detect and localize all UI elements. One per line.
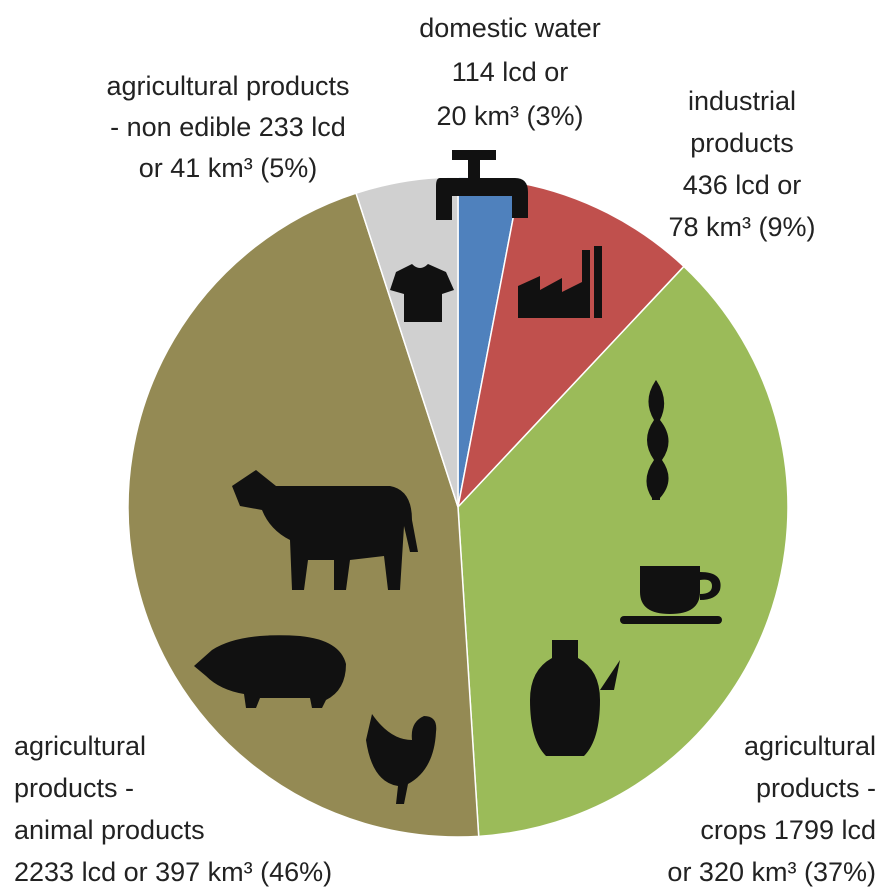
- pie-slice: [355, 176, 459, 508]
- slice-label: products: [690, 128, 794, 158]
- slice-label: agricultural products: [106, 71, 349, 101]
- slice-label: or 320 km³ (37%): [667, 857, 876, 887]
- icons: [194, 150, 722, 804]
- saucer-icon: [620, 616, 722, 624]
- faucet-icon: [468, 160, 480, 178]
- slice-label: 436 lcd or: [683, 170, 802, 200]
- pie-slice: [456, 181, 685, 510]
- slice-label: agricultural: [744, 731, 876, 761]
- slice-label: products -: [756, 773, 876, 803]
- cow-icon: [232, 470, 418, 590]
- slice-label: or 41 km³ (5%): [139, 153, 318, 183]
- jug-icon: [530, 640, 620, 756]
- cup-icon: [640, 566, 721, 614]
- labels: domestic water 114 lcd or 20 km³ (3%) indus…: [14, 13, 876, 887]
- slice-label: agricultural: [14, 731, 146, 761]
- factory-icon: [518, 246, 602, 318]
- chicken-icon: [366, 714, 437, 804]
- faucet-icon: [436, 178, 528, 220]
- wheat-icon: [646, 380, 669, 500]
- slice-label: 2233 lcd or 397 km³ (46%): [14, 857, 332, 887]
- slice-label: 20 km³ (3%): [436, 101, 583, 131]
- pie: [127, 176, 789, 838]
- faucet-icon: [452, 150, 496, 160]
- slice-label: 114 lcd or: [452, 57, 569, 87]
- slice-label: domestic water: [419, 13, 601, 43]
- slice-label: products -: [14, 773, 134, 803]
- slice-label: 78 km³ (9%): [668, 212, 815, 242]
- slice-label: - non edible 233 lcd: [110, 112, 346, 142]
- shirt-icon: [390, 264, 454, 322]
- slice-label: crops 1799 lcd: [700, 815, 876, 845]
- slice-label: industrial: [688, 86, 796, 116]
- slice-label: animal products: [14, 815, 205, 845]
- pig-icon: [194, 635, 346, 708]
